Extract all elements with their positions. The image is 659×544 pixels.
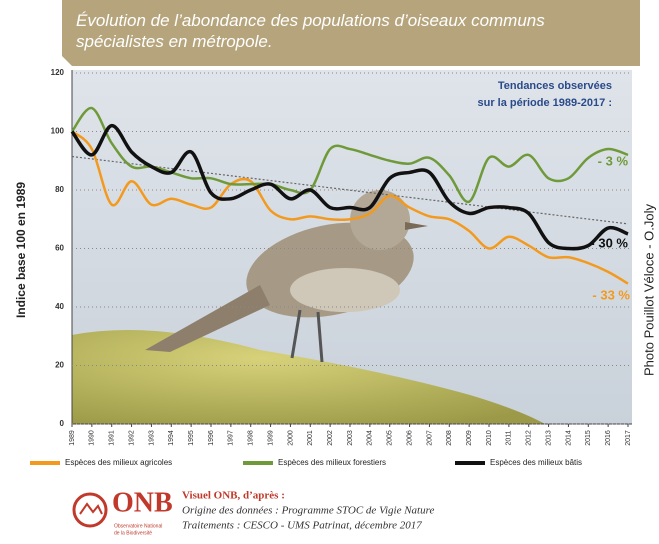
logo-text: ONB [112, 487, 173, 518]
annotation: Tendances observées [498, 80, 612, 92]
x-tick-label: 2014 [565, 430, 572, 446]
series-line [71, 130, 629, 285]
x-tick-label: 1996 [208, 430, 215, 446]
x-tick-label: 1993 [148, 430, 155, 446]
y-tick-label: 20 [55, 361, 64, 370]
chart-title: Évolution de l’abondance des populations… [76, 11, 545, 51]
logo-mark [79, 502, 103, 515]
x-tick-label: 2006 [406, 430, 413, 446]
x-tick-label: 1997 [228, 430, 235, 446]
x-tick-label: 1990 [89, 430, 96, 446]
x-tick-label: 2004 [367, 430, 374, 446]
footer-line: Visuel ONB, d’après : [182, 490, 285, 502]
x-tick-label: 2008 [446, 430, 453, 446]
footer: ONB Observatoire National de la Biodiver… [72, 487, 434, 536]
x-tick-label: 2016 [605, 430, 612, 446]
y-tick-label: 40 [55, 302, 64, 311]
footer-line: Traitements : CESCO - UMS Patrinat, déce… [182, 520, 422, 532]
logo-sub: Observatoire National [114, 523, 162, 529]
x-tick-label: 2011 [506, 430, 513, 445]
x-tick-label: 2000 [287, 430, 294, 446]
legend-label: Espèces des milieux agricoles [65, 458, 172, 467]
legend-label: Espèces des milieux forestiers [278, 458, 386, 467]
x-tick-label: 2012 [526, 430, 533, 446]
x-tick-label: 2007 [426, 430, 433, 446]
legend-label: Espèces des milieux bâtis [490, 458, 582, 467]
annotation: sur la période 1989-2017 : [477, 97, 612, 109]
logo-sub: de la Biodiversité [114, 530, 152, 536]
bird [145, 190, 428, 363]
annotation: - 33 % [592, 287, 630, 302]
series-line [70, 123, 629, 251]
y-tick-label: 80 [55, 185, 64, 194]
y-tick-label: 60 [55, 244, 64, 253]
moss [72, 330, 545, 424]
series-line [70, 106, 629, 203]
y-tick-label: 0 [60, 419, 65, 428]
trend-line [71, 155, 629, 225]
x-tick-label: 2002 [327, 430, 334, 446]
x-tick-label: 1999 [267, 430, 274, 446]
x-tick-label: 1995 [188, 430, 195, 446]
x-tick-label: 1991 [109, 430, 116, 446]
x-tick-label: 2001 [307, 430, 314, 446]
x-tick-label: 2017 [625, 430, 632, 446]
logo-icon [72, 492, 108, 528]
y-axis-label: Indice base 100 en 1989 [14, 182, 28, 318]
x-tick-label: 1998 [248, 430, 255, 446]
x-tick-label: 2010 [486, 430, 493, 446]
x-tick-label: 2015 [585, 430, 592, 446]
x-tick-label: 2013 [545, 430, 552, 446]
x-tick-label: 2009 [466, 430, 473, 446]
title-banner [62, 0, 640, 66]
annotation: - 30 % [590, 235, 628, 250]
y-tick-label: 100 [51, 127, 65, 136]
x-tick-label: 2003 [347, 430, 354, 446]
photo-credit: Photo Pouillot Véloce - O.Joly [641, 204, 656, 376]
y-tick-label: 120 [51, 68, 65, 77]
x-tick-label: 1994 [168, 430, 175, 446]
x-tick-label: 2005 [387, 430, 394, 446]
footer-line: Origine des données : Programme STOC de … [182, 505, 434, 517]
x-tick-label: 1989 [69, 430, 76, 446]
annotation: - 3 % [598, 153, 629, 168]
x-tick-label: 1992 [128, 430, 135, 446]
